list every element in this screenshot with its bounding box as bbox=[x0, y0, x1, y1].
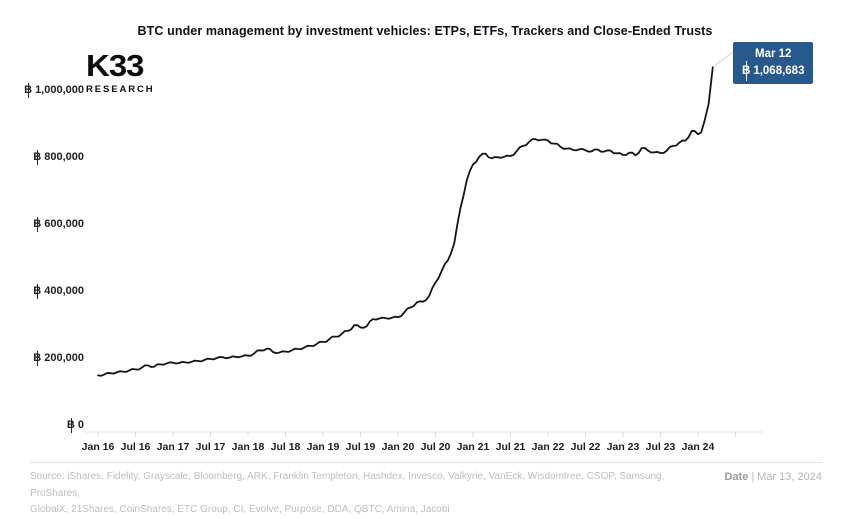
x-axis-label: Jul 19 bbox=[345, 441, 376, 453]
y-axis-label: B 200,000 bbox=[33, 350, 84, 366]
x-axis-label: Jul 18 bbox=[270, 441, 301, 453]
bitcoin-currency-icon: B bbox=[33, 149, 42, 165]
x-axis-label: Jan 22 bbox=[531, 441, 565, 453]
x-axis-label: Jan 18 bbox=[231, 441, 265, 453]
x-axis-label: Jan 16 bbox=[81, 441, 115, 453]
source-line-1: Source: iShares, Fidelity, Grayscale, Bl… bbox=[30, 471, 665, 499]
logo-wordmark: K33 bbox=[86, 48, 145, 83]
source-attribution: Source: iShares, Fidelity, Grayscale, Bl… bbox=[30, 469, 670, 519]
source-line-2: GlobalX, 21Shares, CoinShares, ETC Group… bbox=[30, 504, 450, 515]
x-axis-label: Jul 20 bbox=[420, 441, 451, 453]
x-axis-label: Jan 19 bbox=[306, 441, 340, 453]
bitcoin-currency-icon: B bbox=[66, 417, 75, 433]
date-label: Date bbox=[724, 471, 749, 483]
x-axis-label: Jul 22 bbox=[570, 441, 601, 453]
bitcoin-currency-icon: B bbox=[33, 350, 42, 366]
bitcoin-currency-icon: B bbox=[24, 82, 33, 98]
x-axis-label: Jul 23 bbox=[645, 441, 676, 453]
footer-divider bbox=[30, 462, 822, 463]
x-axis-label: Jan 24 bbox=[681, 441, 715, 453]
x-axis-label: Jul 17 bbox=[195, 441, 226, 453]
data-line bbox=[97, 66, 714, 377]
y-axis-label: B 1,000,000 bbox=[24, 82, 84, 98]
x-axis-label: Jan 20 bbox=[381, 441, 415, 453]
y-axis-label: B 600,000 bbox=[33, 216, 84, 232]
tooltip-connector bbox=[712, 51, 734, 68]
bitcoin-currency-icon: B bbox=[742, 61, 750, 81]
x-axis-label: Jul 16 bbox=[120, 441, 151, 453]
x-axis-label: Jul 21 bbox=[495, 441, 526, 453]
date-separator: | bbox=[751, 471, 755, 483]
x-axis-label: Jan 21 bbox=[456, 441, 490, 453]
btc-aum-line-chart[interactable] bbox=[0, 0, 850, 508]
y-axis-label: B 400,000 bbox=[33, 283, 84, 299]
publication-date: Date | Mar 13, 2024 bbox=[724, 471, 822, 483]
date-value: Mar 13, 2024 bbox=[757, 471, 822, 483]
logo-subtitle: RESEARCH bbox=[86, 84, 155, 95]
annotation-tooltip: Mar 12 B 1,068,683 bbox=[733, 42, 814, 85]
chart-title: BTC under management by investment vehic… bbox=[137, 24, 713, 38]
tooltip-value: B 1,068,683 bbox=[742, 61, 804, 81]
bitcoin-currency-icon: B bbox=[33, 283, 42, 299]
y-axis-label: B 800,000 bbox=[33, 149, 84, 165]
x-axis-label: Jan 17 bbox=[156, 441, 190, 453]
x-axis-label: Jan 23 bbox=[606, 441, 640, 453]
bitcoin-currency-icon: B bbox=[33, 216, 42, 232]
k33-research-logo: K33 RESEARCH bbox=[86, 50, 155, 95]
tooltip-date: Mar 12 bbox=[755, 48, 792, 60]
